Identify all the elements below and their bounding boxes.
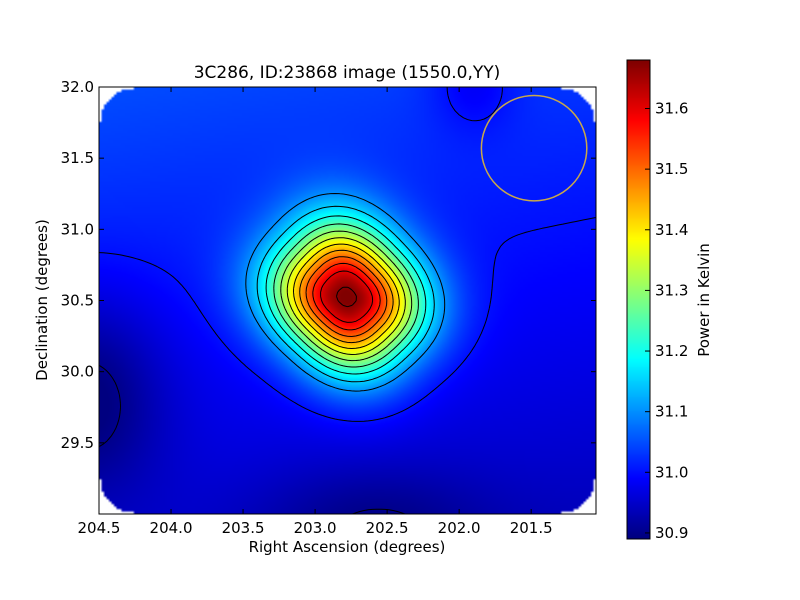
contour-level-11	[312, 262, 381, 331]
contour-level-10	[305, 256, 388, 337]
x-tick-label: 201.5	[510, 519, 553, 537]
x-tick-label: 204.0	[150, 519, 193, 537]
colorbar-frame	[626, 59, 651, 540]
colorbar-gradient	[627, 60, 650, 539]
colorbar-tick-label: 31.4	[655, 221, 688, 239]
x-tick-label: 203.5	[222, 519, 265, 537]
colorbar-tick-label: 31.1	[655, 403, 688, 421]
x-tick-label: 202.5	[366, 519, 409, 537]
beam-circle	[480, 94, 588, 202]
contour-level-6	[280, 230, 413, 362]
y-tick-label: 32.0	[61, 78, 94, 96]
contour-level-4	[265, 215, 427, 375]
y-tick-label: 30.0	[61, 363, 94, 381]
colorbar-tick-label: 30.9	[655, 524, 688, 542]
contour-level-2	[245, 193, 446, 392]
x-axis: 204.5 204.0 203.5 203.0 202.5 202.0 201.5	[78, 87, 553, 537]
y-axis: 29.5 30.0 30.5 31.0 31.5 32.0	[61, 78, 596, 452]
contour-level-7	[286, 237, 406, 355]
contour-level-5	[273, 223, 419, 368]
y-tick-label: 29.5	[61, 434, 94, 452]
plot-area	[98, 86, 597, 515]
colorbar-tick-label: 31.5	[655, 160, 688, 178]
colorbar-ticks: 30.9 31.0 31.1 31.2 31.3 31.4 31.5 31.6	[645, 100, 688, 542]
colorbar-tick-label: 31.6	[655, 100, 688, 118]
x-tick-label: 204.5	[78, 519, 121, 537]
contour-level-12	[320, 270, 374, 323]
x-axis-label: Right Ascension (degrees)	[249, 538, 446, 556]
contour-level-13	[336, 286, 357, 308]
colorbar: 30.9 31.0 31.1 31.2 31.3 31.4 31.5 31.6 Power i…	[626, 59, 713, 542]
y-tick-label: 31.5	[61, 149, 94, 167]
contour-level-9	[299, 249, 394, 344]
x-tick-label: 202.0	[438, 519, 481, 537]
y-tick-label: 31.0	[61, 220, 94, 238]
colorbar-label: Power in Kelvin	[695, 243, 713, 357]
colorbar-tick-label: 31.3	[655, 281, 688, 299]
contour-lines	[99, 87, 596, 514]
heatmap-image	[99, 87, 596, 514]
chart-title: 3C286, ID:23868 image (1550.0,YY)	[194, 63, 501, 83]
contour-level-1	[99, 87, 596, 422]
contour-level-8	[293, 243, 400, 349]
y-axis-label: Declination (degrees)	[33, 219, 51, 381]
x-tick-label: 203.0	[294, 519, 337, 537]
contour-level-3	[256, 205, 435, 383]
y-tick-label: 30.5	[61, 292, 94, 310]
colorbar-tick-label: 31.0	[655, 463, 688, 481]
colorbar-tick-label: 31.2	[655, 342, 688, 360]
contour-level-0	[99, 364, 406, 514]
